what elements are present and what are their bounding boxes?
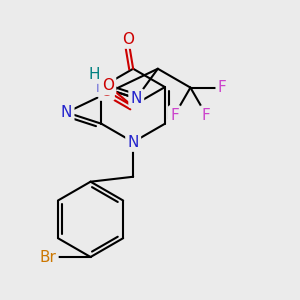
Text: O: O bbox=[100, 84, 112, 99]
Text: N: N bbox=[61, 105, 72, 120]
Text: H: H bbox=[88, 67, 100, 82]
Text: N: N bbox=[128, 135, 139, 150]
Text: F: F bbox=[202, 107, 211, 122]
Text: F: F bbox=[218, 80, 226, 95]
Text: O: O bbox=[102, 78, 114, 93]
Text: Br: Br bbox=[40, 250, 56, 265]
Text: N: N bbox=[96, 80, 107, 94]
Text: O: O bbox=[122, 32, 134, 46]
Text: N: N bbox=[130, 91, 142, 106]
Text: F: F bbox=[170, 107, 179, 122]
